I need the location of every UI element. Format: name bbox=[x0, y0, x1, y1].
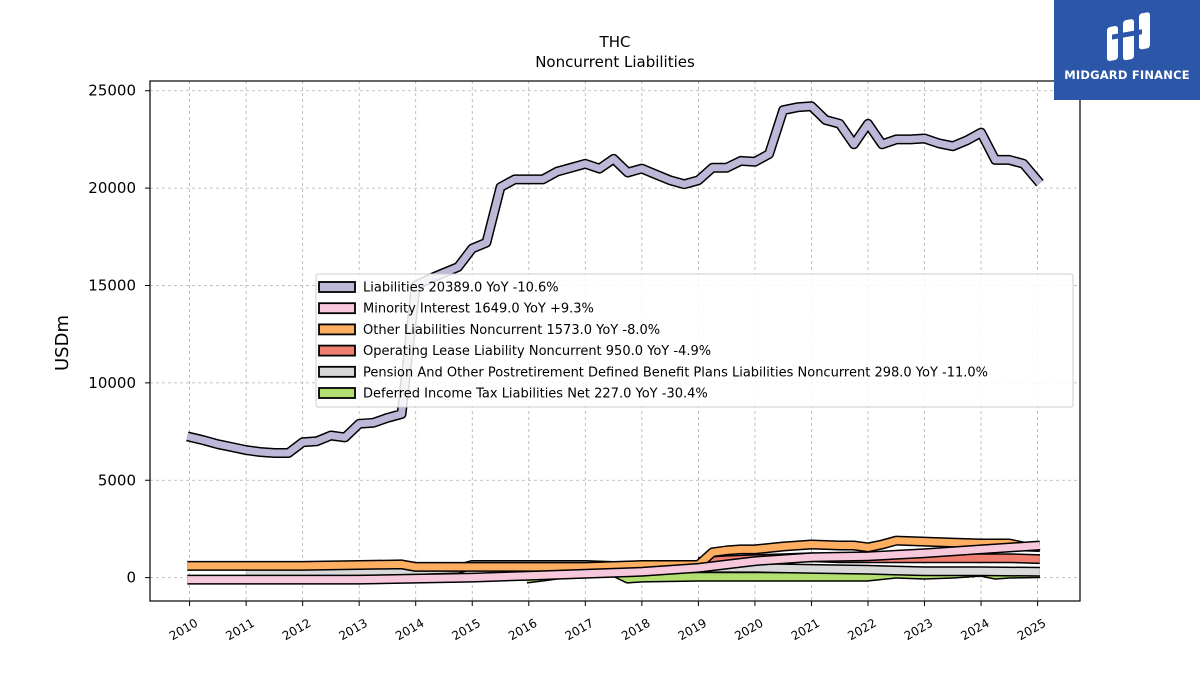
series-line bbox=[186, 102, 1043, 457]
y-axis-label: USDm bbox=[52, 315, 73, 371]
plot-frame bbox=[149, 80, 1081, 602]
legend-entry: Minority Interest 1649.0 YoY +9.3% bbox=[363, 302, 594, 317]
legend-swatch bbox=[318, 365, 356, 378]
logo-text: MIDGARD FINANCE bbox=[1064, 68, 1190, 82]
y-tick-label: 20000 bbox=[88, 179, 136, 197]
legend-entry: Other Liabilities Noncurrent 1573.0 YoY … bbox=[363, 323, 660, 338]
x-tick-label: 2017 bbox=[563, 616, 596, 643]
legend-entry: Liabilities 20389.0 YoY -10.6% bbox=[363, 281, 559, 296]
series-line bbox=[187, 542, 1041, 584]
x-tick-label: 2022 bbox=[845, 616, 878, 643]
legend-swatch bbox=[318, 281, 356, 293]
chart-title: THC bbox=[599, 33, 631, 51]
y-tick-label: 25000 bbox=[88, 82, 136, 100]
x-tick-label: 2015 bbox=[450, 616, 483, 643]
legend-box bbox=[315, 273, 1074, 408]
y-tick-label: 15000 bbox=[88, 276, 136, 294]
y-tick-label: 10000 bbox=[88, 374, 136, 392]
chart-subtitle: Noncurrent Liabilities bbox=[535, 53, 695, 71]
y-tick-label: 0 bbox=[126, 569, 136, 587]
series-layer bbox=[186, 101, 1044, 585]
x-tick-label: 2016 bbox=[506, 616, 539, 643]
x-tick-label: 2011 bbox=[223, 616, 256, 643]
series-liabilities bbox=[186, 101, 1044, 458]
x-ticks: 2010 2011 2012 2013 2014 2015 2016 2017 2018 2019… bbox=[167, 601, 1048, 643]
legend-entry: Deferred Income Tax Liabilities Net 227.… bbox=[363, 387, 708, 402]
legend-swatch bbox=[318, 387, 356, 399]
logo-mark-icon bbox=[1107, 12, 1150, 61]
legend-swatch bbox=[318, 323, 356, 336]
y-tick-label: 5000 bbox=[98, 471, 136, 489]
x-tick-label: 2020 bbox=[732, 616, 765, 643]
legend-swatch bbox=[318, 344, 356, 357]
series-other-liabilities-noncurrent bbox=[187, 535, 1041, 572]
x-tick-label: 2013 bbox=[336, 616, 369, 643]
midgard-finance-logo: MIDGARD FINANCE bbox=[1054, 0, 1200, 100]
x-tick-label: 2012 bbox=[280, 616, 313, 643]
x-tick-label: 2025 bbox=[1015, 616, 1048, 643]
x-tick-label: 2010 bbox=[167, 616, 200, 643]
series-line bbox=[187, 537, 1041, 571]
x-tick-label: 2021 bbox=[789, 616, 822, 643]
y-ticks: 0 5000 10000 15000 20000 25000 bbox=[88, 82, 150, 587]
x-tick-label: 2023 bbox=[902, 616, 935, 643]
x-tick-label: 2018 bbox=[619, 616, 652, 643]
x-tick-label: 2019 bbox=[676, 616, 709, 643]
legend-swatch bbox=[318, 302, 356, 315]
legend-entry: Pension And Other Postretirement Defined… bbox=[363, 365, 988, 380]
x-tick-label: 2024 bbox=[958, 616, 991, 643]
series-minority-interest bbox=[187, 540, 1041, 585]
legend-entry: Operating Lease Liability Noncurrent 950… bbox=[363, 344, 711, 359]
legend: Liabilities 20389.0 YoY -10.6% Minority I… bbox=[315, 273, 1074, 408]
x-tick-label: 2014 bbox=[393, 616, 426, 643]
